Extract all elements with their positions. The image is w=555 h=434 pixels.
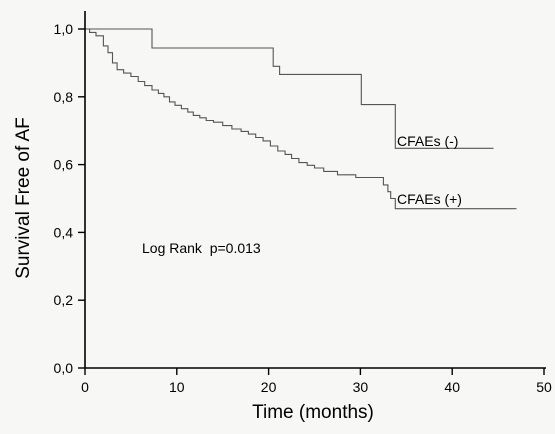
x-tick-label: 50 [536, 379, 552, 395]
x-tick-label: 20 [261, 379, 277, 395]
x-tick-label: 40 [444, 379, 460, 395]
y-tick-label: 0,2 [54, 292, 74, 308]
plot-area [85, 28, 517, 210]
axes: 0 10 20 30 40 50 0,0 0,2 0,4 0,6 0,8 1,0 [54, 11, 552, 395]
series-label-cfaes-negative: CFAEs (-) [397, 133, 458, 149]
series-line-cfaes-negative [85, 28, 494, 149]
y-tick-label: 1,0 [54, 21, 74, 37]
y-tick-label: 0,8 [54, 89, 74, 105]
x-tick-label: 30 [353, 379, 369, 395]
y-tick-label: 0,6 [54, 157, 74, 173]
log-rank-annotation: Log Rank p=0.013 [142, 240, 261, 256]
x-axis-title: Time (months) [252, 402, 374, 423]
series-label-cfaes-positive: CFAEs (+) [397, 191, 462, 207]
x-tick-label: 10 [169, 379, 185, 395]
y-axis-title: Survival Free of AF [13, 117, 34, 279]
x-tick-label: 0 [81, 379, 89, 395]
y-tick-label: 0,4 [54, 224, 74, 240]
series-line-cfaes-positive [85, 28, 517, 210]
y-tick-label: 0,0 [54, 360, 74, 376]
